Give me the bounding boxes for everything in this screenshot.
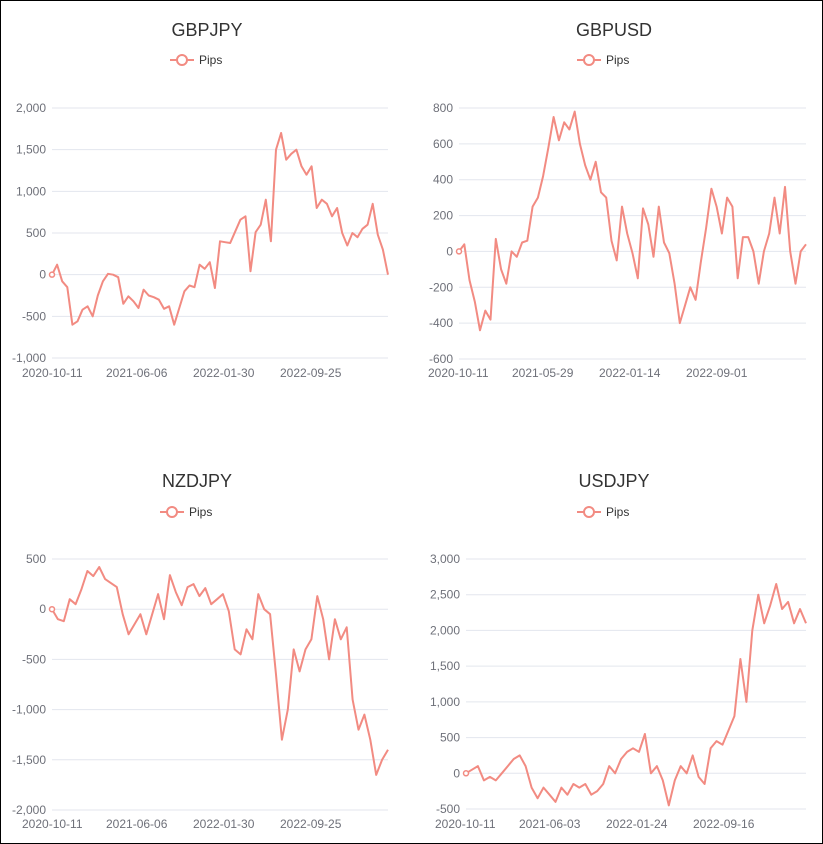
x-tick-label: 2020-10-11 bbox=[22, 817, 83, 831]
y-tick-label: 500 bbox=[26, 226, 46, 240]
series-start-point bbox=[48, 271, 56, 278]
x-tick-label: 2022-01-30 bbox=[193, 366, 255, 380]
x-tick-label: 2021-06-06 bbox=[106, 366, 168, 380]
y-tick-label: -600 bbox=[429, 352, 453, 366]
x-tick-label: 2020-10-11 bbox=[22, 366, 83, 380]
y-tick-label: -1,000 bbox=[12, 351, 46, 365]
chart-title: GBPJPY bbox=[171, 20, 242, 40]
x-tick-label: 2020-10-11 bbox=[428, 366, 489, 380]
y-tick-label: 800 bbox=[433, 101, 453, 115]
legend-marker-icon bbox=[176, 54, 188, 66]
y-tick-label: -200 bbox=[429, 280, 453, 294]
y-tick-label: 1,000 bbox=[430, 695, 460, 709]
y-tick-label: 3,000 bbox=[430, 552, 460, 566]
y-tick-label: 400 bbox=[433, 173, 453, 187]
y-tick-label: 200 bbox=[433, 209, 453, 223]
series-line bbox=[51, 566, 389, 776]
x-tick-label: 2022-09-25 bbox=[280, 817, 342, 831]
series-start-point bbox=[48, 605, 56, 613]
y-tick-label: 500 bbox=[440, 731, 460, 745]
legend-label: Pips bbox=[606, 53, 629, 67]
y-tick-label: 0 bbox=[446, 244, 453, 258]
x-tick-label: 2020-10-11 bbox=[435, 817, 496, 831]
chart-panel: USDJPY Pips 3,000 2,500 2,000 1,500 1,000 500 0 -… bbox=[430, 471, 807, 831]
x-tick-label: 2022-01-14 bbox=[599, 366, 661, 380]
y-tick-label: 2,000 bbox=[16, 101, 46, 115]
y-tick-label: -500 bbox=[22, 309, 46, 323]
series-start-point bbox=[455, 248, 463, 255]
chart-panel: GBPJPYPips2,0001,5001,0005000-500-1,0002… bbox=[12, 20, 389, 380]
legend: Pips bbox=[577, 505, 629, 519]
legend-label: Pips bbox=[606, 505, 629, 519]
legend-marker-icon bbox=[166, 506, 178, 518]
chart-panel: NZDJPY Pips 500 0 -500 -1,000 -1,500 -2,0002020… bbox=[12, 471, 389, 831]
x-tick-label: 2022-09-25 bbox=[280, 366, 342, 380]
x-tick-label: 2022-09-16 bbox=[693, 817, 755, 831]
y-tick-label: 0 bbox=[453, 766, 460, 780]
x-tick-label: 2021-06-06 bbox=[106, 817, 168, 831]
legend-marker-icon bbox=[583, 54, 595, 66]
y-tick-label: -1,500 bbox=[12, 753, 46, 767]
x-tick-label: 2022-01-30 bbox=[193, 817, 255, 831]
series-line bbox=[458, 110, 807, 332]
chart-panel: GBPUSD Pips 800 600 400 200 0 -200 -400 -6002020-… bbox=[428, 20, 807, 380]
y-tick-label: 1,500 bbox=[16, 143, 46, 157]
x-tick-label: 2022-01-24 bbox=[606, 817, 668, 831]
chart-title: GBPUSD bbox=[576, 20, 652, 40]
x-tick-label: 2022-09-01 bbox=[686, 366, 748, 380]
y-tick-label: -2,000 bbox=[12, 803, 46, 817]
y-tick-label: 2,500 bbox=[430, 588, 460, 602]
y-tick-label: -500 bbox=[436, 802, 460, 816]
y-tick-label: 600 bbox=[433, 137, 453, 151]
x-tick-label: 2021-05-29 bbox=[512, 366, 574, 380]
y-tick-label: 500 bbox=[26, 552, 46, 566]
chart-title: NZDJPY bbox=[162, 471, 232, 491]
y-tick-label: 2,000 bbox=[430, 623, 460, 637]
legend: Pips bbox=[577, 53, 629, 67]
legend-label: Pips bbox=[199, 53, 222, 67]
y-tick-label: 0 bbox=[39, 268, 46, 282]
series-line bbox=[51, 132, 389, 326]
y-tick-label: 1,500 bbox=[430, 659, 460, 673]
legend: Pips bbox=[170, 53, 222, 67]
y-tick-label: -1,000 bbox=[12, 703, 46, 717]
series-start-point bbox=[462, 770, 470, 777]
chart-title: USDJPY bbox=[578, 471, 649, 491]
series-line bbox=[465, 583, 807, 807]
y-tick-label: -400 bbox=[429, 316, 453, 330]
x-tick-label: 2021-06-03 bbox=[519, 817, 581, 831]
legend-label: Pips bbox=[189, 505, 212, 519]
y-tick-label: 1,000 bbox=[16, 184, 46, 198]
y-tick-label: 0 bbox=[39, 602, 46, 616]
y-tick-label: -500 bbox=[22, 652, 46, 666]
legend: Pips bbox=[160, 505, 212, 519]
legend-marker-icon bbox=[583, 506, 595, 518]
